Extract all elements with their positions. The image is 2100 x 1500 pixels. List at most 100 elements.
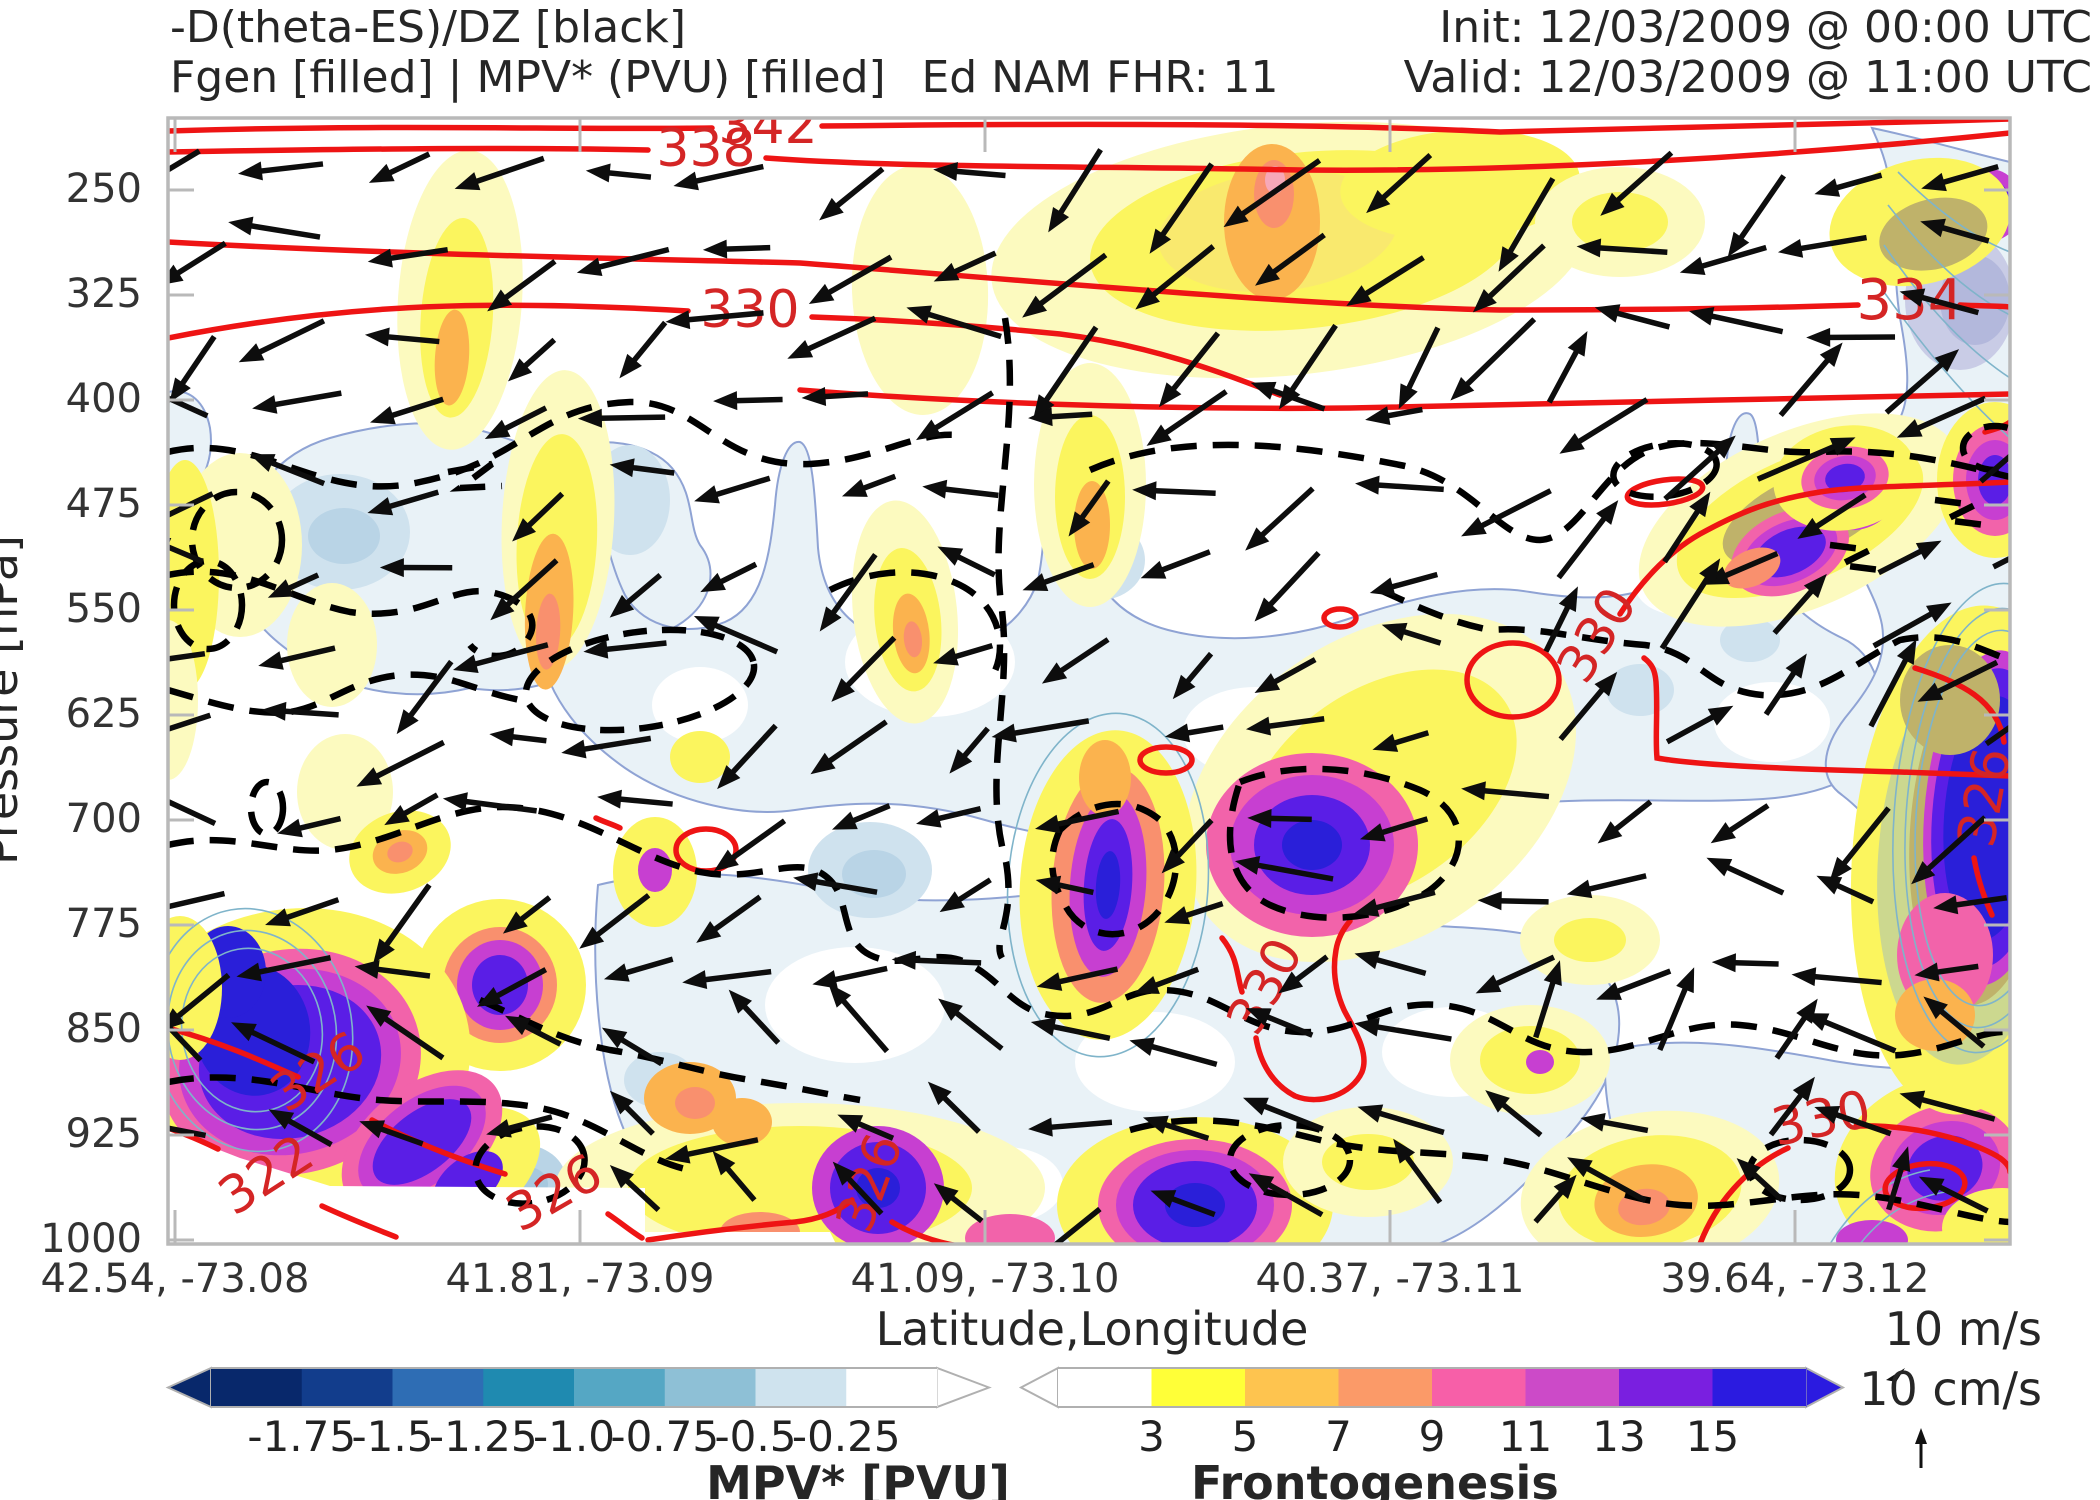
dtheta-dz-contour [168, 568, 536, 660]
theta-es-contour [168, 1025, 645, 1241]
dtheta-dz-contour [828, 569, 1004, 682]
theta-es-contour-ring [1137, 744, 1195, 776]
mpv-colorbar-tick: -0.5 [714, 1412, 797, 1461]
vector-key-arrows [1886, 1368, 1927, 1468]
frontogenesis-blob [1836, 1220, 1908, 1244]
plot-frame [166, 116, 2012, 1246]
frontogenesis-blob [1535, 167, 1705, 277]
frontogenesis-blob [397, 150, 523, 450]
title-field-black: -D(theta-ES)/DZ [black] [170, 2, 687, 53]
mpv-colorbar-title: MPV* [PVU] [706, 1456, 1010, 1500]
dtheta-dz-contour [168, 398, 966, 490]
frontogenesis-blob [851, 500, 959, 724]
dtheta-dz-contour-ring [170, 557, 246, 653]
frontogenesis-blob [1034, 363, 1146, 607]
x-tick-label: 40.37, -73.11 [1255, 1256, 1525, 1302]
mpv-colorbar-tick: -0.25 [791, 1412, 901, 1461]
frontogenesis-blob [851, 165, 989, 415]
dtheta-dz-contour [993, 317, 1014, 960]
theta-es-contour [168, 239, 2010, 313]
x-tick-label: 41.81, -73.09 [445, 1256, 715, 1302]
contour-label: 342 [718, 96, 817, 156]
fgen-colorbar [1018, 1366, 1846, 1409]
fgen-colorbar-tick: 7 [1325, 1412, 1352, 1461]
frontogenesis-blob [1520, 895, 1660, 985]
y-tick-label: 475 [65, 481, 142, 527]
wind-speed-key: 10 m/s [1884, 1302, 2042, 1356]
dtheta-dz-contour-ring [247, 778, 287, 838]
field-hole [652, 667, 748, 743]
y-tick-label: 850 [65, 1006, 142, 1052]
fgen-colorbar-tick: 11 [1498, 1412, 1553, 1461]
below-ground-mask [168, 1130, 836, 1244]
frontogenesis-blob [965, 1214, 1055, 1244]
omega-speed-key: 10 cm/s [1859, 1362, 2042, 1416]
frontogenesis-blob [1520, 1110, 1780, 1244]
fine-contour-ring [1892, 582, 2010, 1054]
fgen-colorbar-tick: 3 [1138, 1412, 1165, 1461]
field-hole [765, 947, 945, 1063]
mpv-colorbar [165, 1366, 992, 1409]
dtheta-dz-contour [168, 803, 2010, 1059]
dtheta-dz-contour [1933, 496, 1987, 529]
fine-contour-ring [1914, 629, 2010, 1007]
init-time: Init: 12/03/2009 @ 00:00 UTC [1439, 2, 2092, 53]
dtheta-dz-contour-ring [1226, 1121, 1354, 1199]
dtheta-dz-contour [1226, 765, 1463, 921]
x-tick-label: 39.64, -73.12 [1660, 1256, 1930, 1302]
fine-contour [1829, 1169, 1931, 1244]
dtheta-dz-contour [168, 671, 521, 716]
theta-es-contour [1912, 665, 2007, 918]
dtheta-dz-contour [1828, 541, 1882, 574]
theta-es-contour [168, 302, 1283, 398]
fine-contour [1883, 244, 2010, 379]
frontogenesis-blob [349, 810, 451, 894]
mpv-shading-patch [842, 850, 906, 898]
fine-contour-ring [168, 907, 354, 1153]
frontogenesis-blob [1019, 730, 1197, 1040]
mpv-colorbar-tick: -1.0 [533, 1412, 615, 1461]
frontogenesis-blob [1450, 1005, 1610, 1115]
theta-es-contour-ring [1321, 606, 1359, 630]
theta-es-contour [645, 1197, 960, 1244]
theta-es-contour-ring [1624, 476, 1706, 508]
dtheta-dz-contour [478, 997, 861, 1104]
x-tick-label: 41.09, -73.10 [850, 1256, 1120, 1302]
frontogenesis-blob [670, 731, 730, 783]
y-tick-label: 925 [65, 1111, 142, 1157]
mpv-shading-patch [308, 508, 380, 564]
title-field-filled: Fgen [filled] | MPV* (PVU) [filled] [170, 52, 886, 103]
axis-ticks [168, 118, 2010, 1244]
fgen-colorbar-tick: 5 [1231, 1412, 1259, 1461]
mpv-shading-patch [1940, 255, 2010, 345]
mpv-colorbar-tick: -0.75 [610, 1412, 720, 1461]
theta-es-contour [593, 815, 623, 831]
mpv-shading-patch [1606, 664, 1674, 716]
theta-es-contour [797, 387, 2010, 412]
mpv-colorbar-tick: -1.75 [247, 1412, 357, 1461]
dtheta-dz-contour [1378, 587, 2010, 699]
theta-es-contour [168, 118, 2010, 135]
mpv-shading-patch [1720, 618, 1780, 662]
contour-label: 330 [700, 280, 799, 340]
dtheta-dz-contour [168, 1074, 691, 1174]
mpv-colorbar-tick: -1.25 [428, 1412, 538, 1461]
y-tick-label: 775 [65, 901, 142, 947]
title-model-run: Ed NAM FHR: 11 [921, 52, 1279, 103]
frontogenesis-blob [1340, 129, 1580, 241]
dtheta-dz-contour-ring [472, 1123, 588, 1207]
dtheta-dz-contour-ring [188, 488, 286, 592]
y-tick-label: 550 [65, 586, 142, 632]
y-tick-label: 1000 [40, 1216, 142, 1262]
theta-es-contour [1219, 918, 1367, 1103]
fgen-colorbar-tick: 15 [1685, 1412, 1740, 1461]
x-tick-label: 42.54, -73.08 [40, 1256, 310, 1302]
dtheta-dz-contour-ring [522, 626, 758, 734]
x-axis-label: Latitude,Longitude [875, 1302, 1309, 1356]
field-hole [1714, 682, 1830, 762]
fine-contour [1897, 171, 2010, 253]
